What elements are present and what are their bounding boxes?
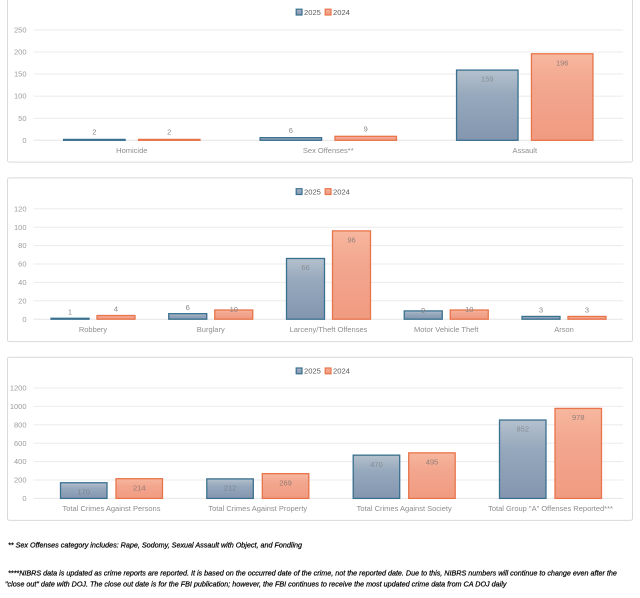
svg-text:Sex Offenses**: Sex Offenses**: [303, 146, 354, 155]
svg-text:2024: 2024: [333, 187, 350, 196]
svg-text:1200: 1200: [10, 384, 27, 393]
svg-text:1: 1: [68, 307, 72, 316]
svg-text:600: 600: [14, 439, 27, 448]
svg-text:2024: 2024: [333, 8, 350, 17]
svg-text:852: 852: [516, 425, 529, 434]
svg-text:Robbery: Robbery: [79, 325, 108, 334]
svg-text:9: 9: [364, 124, 368, 133]
svg-text:3: 3: [585, 306, 589, 315]
svg-text:50: 50: [18, 114, 26, 123]
svg-text:214: 214: [133, 483, 146, 492]
svg-text:40: 40: [18, 278, 26, 287]
svg-text:Burglary: Burglary: [197, 325, 225, 334]
svg-text:2024: 2024: [333, 367, 350, 376]
svg-text:400: 400: [14, 457, 27, 466]
svg-text:250: 250: [14, 26, 27, 35]
svg-text:96: 96: [347, 235, 355, 244]
svg-text:978: 978: [572, 413, 585, 422]
svg-text:269: 269: [279, 478, 292, 487]
svg-text:Larceny/Theft Offenses: Larceny/Theft Offenses: [290, 325, 368, 334]
svg-text:800: 800: [14, 420, 27, 429]
svg-text:9: 9: [421, 306, 425, 315]
svg-text:120: 120: [14, 204, 27, 213]
svg-text:10: 10: [465, 305, 473, 314]
svg-text:Total Crimes Against Society: Total Crimes Against Society: [357, 504, 452, 513]
svg-text:20: 20: [18, 296, 26, 305]
svg-text:6: 6: [186, 303, 190, 312]
svg-text:Homicide: Homicide: [116, 146, 147, 155]
svg-text:0: 0: [22, 494, 26, 503]
svg-text:Motor Vehicle Theft: Motor Vehicle Theft: [414, 325, 479, 334]
svg-text:470: 470: [370, 460, 383, 469]
svg-text:200: 200: [14, 476, 27, 485]
svg-text:0: 0: [22, 136, 26, 145]
svg-text:2025: 2025: [304, 367, 321, 376]
svg-text:Arson: Arson: [554, 325, 574, 334]
svg-text:66: 66: [301, 263, 309, 272]
svg-text:1000: 1000: [10, 402, 27, 411]
svg-text:Total Crimes Against Persons: Total Crimes Against Persons: [63, 504, 161, 513]
svg-text:200: 200: [14, 48, 27, 57]
svg-text:10: 10: [230, 305, 238, 314]
svg-text:2: 2: [92, 128, 96, 137]
svg-text:159: 159: [481, 75, 494, 84]
svg-text:80: 80: [18, 241, 26, 250]
svg-text:170: 170: [77, 487, 90, 496]
svg-text:Assault: Assault: [512, 146, 538, 155]
svg-text:0: 0: [22, 315, 26, 324]
svg-text:2025: 2025: [304, 187, 321, 196]
svg-text:100: 100: [14, 223, 27, 232]
svg-text:2: 2: [167, 128, 171, 137]
svg-text:212: 212: [224, 484, 237, 493]
svg-text:3: 3: [539, 306, 543, 315]
svg-text:** Sex Offenses category inclu: ** Sex Offenses category includes: Rape,…: [8, 541, 302, 550]
svg-text:Total Group "A" Offenses Repor: Total Group "A" Offenses Reported***: [488, 504, 613, 513]
svg-text:196: 196: [556, 58, 569, 67]
svg-text:6: 6: [289, 126, 293, 135]
svg-text:60: 60: [18, 260, 26, 269]
svg-text:"close out" date with DOJ. The: "close out" date with DOJ. The close out…: [5, 580, 507, 589]
svg-text:4: 4: [114, 305, 118, 314]
svg-text:Total Crimes Against Property: Total Crimes Against Property: [208, 504, 307, 513]
svg-text:2025: 2025: [304, 8, 321, 17]
svg-text:150: 150: [14, 70, 27, 79]
svg-text:100: 100: [14, 92, 27, 101]
svg-text:****NIBRS data is updated as c: ****NIBRS data is updated as crime repor…: [8, 568, 617, 577]
svg-text:495: 495: [426, 457, 439, 466]
